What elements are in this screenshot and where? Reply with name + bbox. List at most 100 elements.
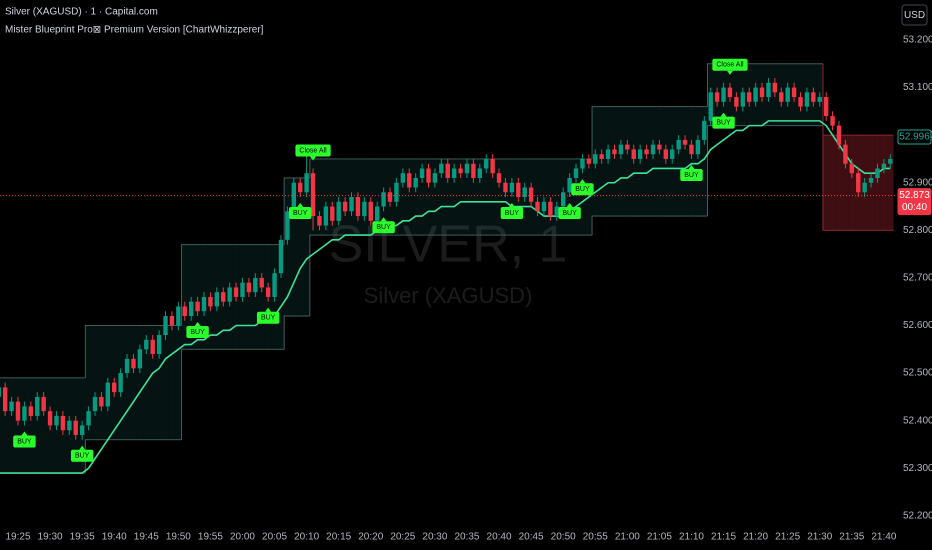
y-tick-label: 52.200 — [903, 511, 932, 522]
candle-body — [766, 82, 771, 98]
candle-body — [381, 192, 386, 207]
x-tick-label: 20:25 — [390, 532, 415, 543]
band-fill — [842, 135, 849, 231]
band-lower — [707, 125, 714, 217]
candle-body — [150, 339, 155, 355]
candle-body — [278, 239, 284, 274]
candle-body — [394, 182, 399, 202]
price-label-box — [897, 129, 932, 145]
candle-body — [298, 182, 303, 193]
candle-body — [92, 396, 98, 412]
candle-body — [47, 411, 53, 426]
band-fill — [27, 377, 35, 474]
band-fill — [34, 377, 41, 474]
candle-body — [169, 315, 175, 326]
y-tick-label: 53.100 — [903, 82, 932, 93]
candle-body — [131, 358, 136, 369]
candle-body — [137, 349, 143, 369]
plot: BUY BUY BUY BUY BUY BUY BUY BUY BUY BUY BUY Close A… — [0, 58, 894, 474]
candle-body — [15, 401, 21, 421]
candle-body — [208, 296, 213, 307]
signal-badge — [680, 168, 703, 181]
band-fill — [316, 158, 323, 236]
price-label: 52.996 — [899, 132, 930, 143]
band-upper — [591, 106, 599, 159]
candle-body — [233, 287, 239, 297]
x-tick-label: 19:35 — [70, 532, 95, 543]
candle-body — [471, 163, 476, 178]
candle-body — [593, 154, 598, 164]
candle-body — [689, 144, 694, 155]
candle-body — [753, 87, 758, 102]
candle-body — [99, 396, 104, 407]
candle-body — [118, 373, 123, 393]
band-fill — [1, 377, 9, 474]
signal-pointer — [310, 156, 317, 161]
signal: BUY — [70, 445, 94, 462]
currency[interactable]: USD — [904, 10, 925, 21]
x-tick-label: 19:40 — [102, 532, 127, 543]
x-tick-label: 19:50 — [166, 532, 191, 543]
currency-button[interactable] — [901, 4, 928, 26]
signal: BUY — [256, 307, 280, 324]
candle-body — [785, 87, 790, 102]
band-fill — [149, 325, 156, 440]
x-tick-label: 20:10 — [294, 532, 319, 543]
band-fill — [553, 158, 560, 236]
candle-body — [253, 277, 258, 293]
band-upper — [84, 325, 92, 378]
band-fill — [572, 158, 580, 236]
y-tick-label: 52.700 — [903, 273, 932, 284]
band-fill — [649, 106, 657, 217]
band-upper — [707, 63, 714, 107]
y-tick-label: 53.200 — [903, 35, 932, 46]
candle-body — [631, 149, 636, 159]
band-fill — [406, 158, 413, 236]
signal-pointer — [720, 112, 727, 117]
x-tick-label: 20:50 — [551, 532, 576, 543]
candle-body — [458, 168, 463, 174]
price-label-box — [897, 188, 932, 216]
y-tick-label: 52.500 — [903, 368, 932, 379]
y-tick-label: 52.400 — [903, 415, 932, 426]
candle-body — [759, 87, 765, 98]
band-fill — [611, 106, 618, 217]
candle-body — [695, 139, 701, 155]
band-fill — [412, 158, 419, 236]
signal-label: BUY — [293, 210, 308, 217]
candle-body — [779, 92, 784, 102]
candle-body — [355, 197, 361, 217]
signal-badge — [295, 144, 331, 157]
candle-body — [451, 168, 457, 178]
band-lower — [822, 125, 830, 231]
candle-body — [682, 139, 688, 145]
candle-body — [612, 149, 617, 155]
candle-body — [721, 87, 726, 102]
signal: BUY — [680, 164, 703, 181]
band-fill — [483, 158, 490, 236]
band-fill — [675, 106, 682, 217]
band-fill — [162, 325, 169, 440]
candle-body — [105, 382, 110, 407]
candle-body — [791, 87, 797, 98]
x-tick-label: 20:00 — [230, 532, 255, 543]
band-fill — [284, 177, 291, 316]
band-fill — [643, 106, 650, 217]
candle-body — [484, 158, 489, 169]
candle-body — [554, 206, 559, 217]
candle-body — [349, 197, 354, 212]
candle-body — [60, 415, 66, 431]
candle-body — [73, 420, 78, 435]
x-tick-label: 21:05 — [647, 532, 672, 543]
band-fill — [418, 158, 426, 236]
band-fill — [887, 135, 894, 231]
candle-body — [291, 182, 297, 212]
band-fill — [431, 158, 439, 236]
candle-body — [182, 306, 187, 316]
candle-body — [342, 201, 348, 212]
signal-label: Close All — [299, 147, 327, 154]
band-fill — [297, 177, 304, 316]
signal-badge — [13, 435, 36, 448]
candle-body — [22, 406, 27, 421]
watermark-subtitle: Silver (XAGUSD) — [364, 283, 533, 308]
